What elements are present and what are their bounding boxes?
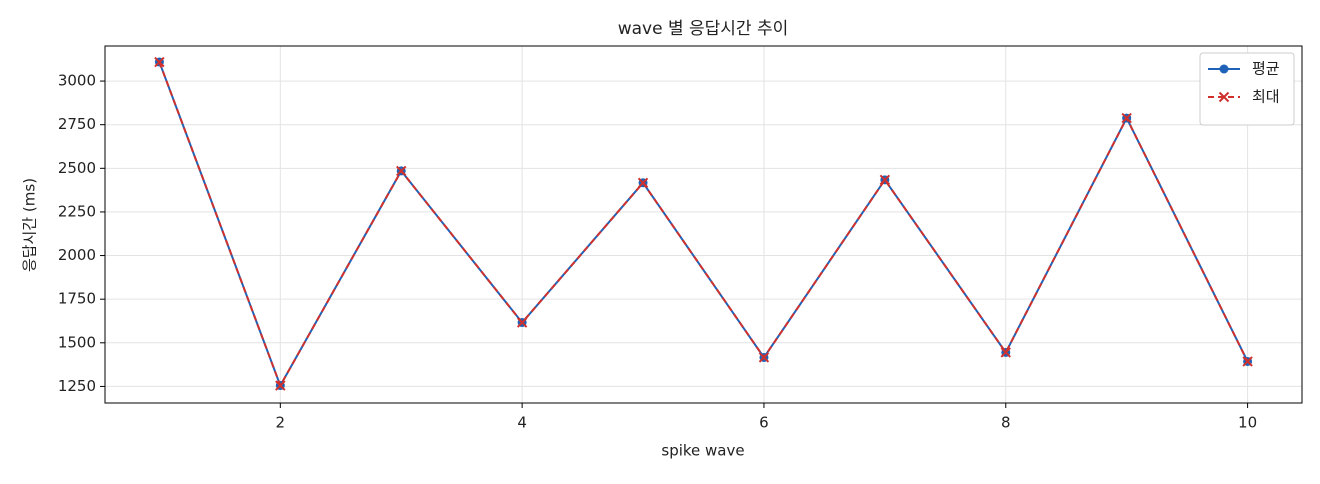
x-tick-label: 6 xyxy=(759,414,769,432)
legend-marker xyxy=(1219,64,1229,74)
data-point xyxy=(1121,112,1132,124)
plot-frame xyxy=(104,45,1303,404)
y-tick-label: 2750 xyxy=(58,115,96,133)
data-point xyxy=(1000,347,1011,358)
legend-label: 최대 xyxy=(1252,88,1280,106)
y-tick-label: 2250 xyxy=(58,202,96,220)
y-axis-label: 응답시간 (ms) xyxy=(21,178,39,272)
data-point xyxy=(758,352,770,363)
legend-marker xyxy=(1218,91,1230,103)
x-axis-label: spike wave xyxy=(661,442,744,460)
y-tick-label: 2000 xyxy=(58,246,96,264)
data-point xyxy=(1242,356,1253,367)
y-tick-label: 3000 xyxy=(58,72,96,90)
series-line xyxy=(158,61,1249,388)
y-tick-label: 1500 xyxy=(58,333,96,351)
data-point xyxy=(396,165,407,177)
data-point xyxy=(879,174,891,186)
data-point xyxy=(154,56,165,68)
data-point xyxy=(637,177,649,189)
chart-title: wave 별 응답시간 추이 xyxy=(618,19,789,39)
x-tick-label: 2 xyxy=(276,414,286,432)
legend-box xyxy=(1199,52,1295,126)
data-point xyxy=(516,317,528,328)
x-tick-label: 4 xyxy=(517,414,527,432)
y-tick-label: 1250 xyxy=(58,377,96,395)
legend-label: 평균 xyxy=(1252,60,1280,78)
x-tick-label: 8 xyxy=(1001,414,1011,432)
data-point xyxy=(275,380,286,391)
y-tick-label: 2500 xyxy=(58,159,96,177)
y-tick-label: 1750 xyxy=(58,290,96,308)
x-tick-label: 10 xyxy=(1238,414,1257,432)
